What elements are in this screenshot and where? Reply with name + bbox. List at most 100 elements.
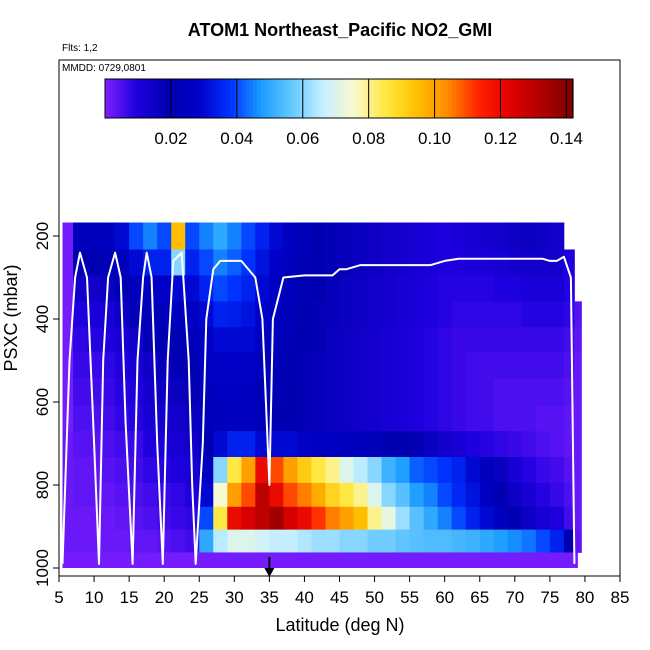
heatmap-cell (269, 506, 284, 531)
heatmap-cell (409, 431, 425, 458)
colorbar-segment (144, 79, 149, 118)
heatmap-cell (493, 378, 509, 406)
heatmap-cell (535, 431, 551, 458)
heatmap-cell (115, 378, 130, 406)
heatmap-cell (297, 405, 312, 432)
heatmap-cell (199, 249, 214, 276)
heatmap-cell (283, 378, 298, 406)
heatmap-cell (297, 352, 312, 379)
heatmap-cell (479, 352, 495, 379)
heatmap-cell (62, 275, 74, 302)
colorbar-segment (440, 79, 445, 118)
heatmap-cell (129, 222, 144, 250)
colorbar-segment (569, 79, 574, 118)
heatmap-cell (563, 456, 575, 484)
heatmap-cell (339, 482, 354, 508)
colorbar-segment (420, 79, 426, 118)
heatmap-cell (62, 456, 74, 484)
heatmap-cell (101, 222, 116, 250)
heatmap-cell (381, 431, 396, 458)
heatmap-cell (73, 378, 88, 406)
heatmap-cell (574, 456, 582, 484)
heatmap-cell (283, 506, 298, 531)
colorbar-segment (506, 79, 512, 118)
heatmap-cell (563, 301, 575, 328)
heatmap-cell (101, 431, 116, 458)
heatmap-cell (574, 301, 582, 328)
heatmap-cell (353, 456, 368, 484)
heatmap-cell (241, 482, 256, 508)
heatmap-cell (535, 327, 551, 353)
heatmap-cell (171, 431, 186, 458)
colorbar-segment (522, 79, 527, 118)
heatmap-cell (535, 352, 551, 379)
heatmap-cell (465, 352, 481, 379)
heatmap-cell (479, 529, 495, 553)
heatmap-cell (87, 352, 102, 379)
heatmap-cell (381, 378, 396, 406)
heatmap-cell (87, 378, 102, 406)
y-tick-label: 400 (33, 305, 52, 333)
x-tick-label: 45 (330, 588, 349, 607)
heatmap-cell (255, 378, 270, 406)
heatmap-cell (297, 249, 312, 276)
heatmap-cell (171, 222, 186, 250)
heatmap-cell (367, 529, 382, 553)
heatmap-cell (549, 405, 565, 432)
heatmap-cell (451, 222, 467, 250)
heatmap-cell (409, 275, 425, 302)
heatmap-cell (269, 456, 284, 484)
heatmap-cell (563, 482, 575, 508)
heatmap-cell (395, 506, 411, 531)
heatmap-cell (283, 275, 298, 302)
heatmap-cell (311, 249, 326, 276)
heatmap-cell (574, 378, 582, 406)
colorbar-segment (541, 79, 547, 118)
heatmap-cell (213, 529, 228, 553)
heatmap-cell (73, 301, 88, 328)
heatmap-cell (381, 222, 396, 250)
heatmap-cell (479, 327, 495, 353)
heatmap-cell (574, 352, 582, 379)
heatmap-cell (311, 431, 326, 458)
heatmap-cell (535, 529, 551, 553)
heatmap-cell (563, 405, 575, 432)
heatmap-cell (101, 456, 116, 484)
heatmap-cell (563, 506, 575, 531)
heatmap-cell (381, 506, 396, 531)
heatmap-cell (339, 506, 354, 531)
x-tick-label: 50 (365, 588, 384, 607)
heatmap-cell (241, 378, 256, 406)
heatmap-cell (574, 405, 582, 432)
heatmap-cell (479, 506, 495, 531)
colorbar-segment (147, 79, 153, 118)
heatmap-cell (493, 222, 509, 250)
heatmap-cell (311, 327, 326, 353)
heatmap-cell (493, 352, 509, 379)
colorbar-segment (409, 79, 414, 118)
heatmap-cell (129, 327, 144, 353)
heatmap-cell (535, 405, 551, 432)
heatmap-cell (465, 456, 481, 484)
colorbar-segment (339, 79, 344, 118)
heatmap-cell (213, 456, 228, 484)
heatmap-cell (521, 301, 537, 328)
heatmap-cell (423, 222, 439, 250)
heatmap-cell (479, 405, 495, 432)
heatmap-cell (535, 222, 551, 250)
heatmap-cell (227, 249, 242, 276)
colorbar-segment (315, 79, 321, 118)
heatmap-cell (171, 327, 186, 353)
heatmap-cell (241, 506, 256, 531)
colorbar-segment (179, 79, 184, 118)
heatmap-cell (395, 249, 411, 276)
x-tick-label: 30 (225, 588, 244, 607)
heatmap-cell (185, 275, 200, 302)
heatmap-cell (115, 405, 130, 432)
colorbar-segment (401, 79, 406, 118)
heatmap-cell (297, 482, 312, 508)
heatmap-cell (283, 301, 298, 328)
heatmap-cell (521, 405, 537, 432)
heatmap-cell (395, 378, 411, 406)
heatmap-cell (367, 222, 382, 250)
